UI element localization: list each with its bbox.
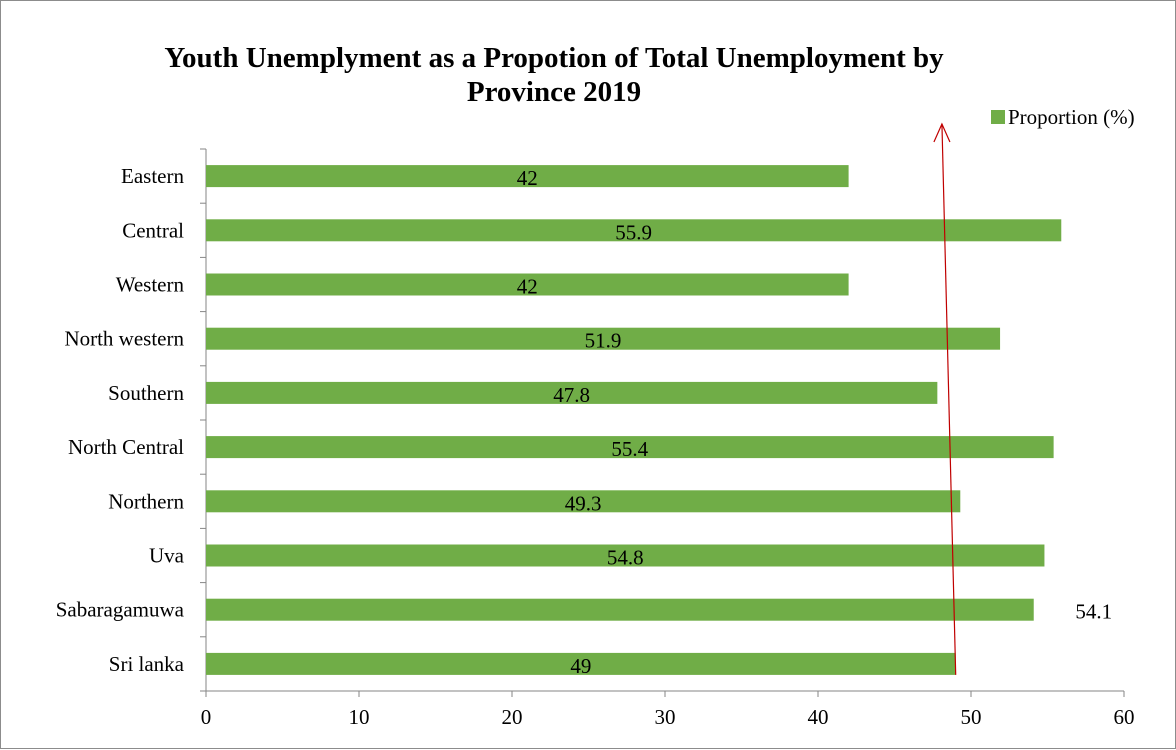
x-tick-label: 40 xyxy=(808,705,829,729)
value-label: 42 xyxy=(517,275,538,299)
value-label: 51.9 xyxy=(585,329,622,353)
legend: Proportion (%) xyxy=(991,104,1135,130)
bar xyxy=(206,219,1062,242)
value-label: 42 xyxy=(517,166,538,190)
bar xyxy=(206,490,961,513)
value-label: 54.1 xyxy=(1075,600,1112,624)
legend-swatch xyxy=(991,110,1005,124)
x-tick-label: 20 xyxy=(502,705,523,729)
bar xyxy=(206,165,849,188)
bar xyxy=(206,273,849,296)
bar xyxy=(206,327,1001,350)
x-tick-label: 0 xyxy=(201,705,212,729)
category-label: Southern xyxy=(108,381,184,405)
legend-label: Proportion (%) xyxy=(1008,104,1135,129)
bar xyxy=(206,544,1045,567)
x-tick-label: 50 xyxy=(961,705,982,729)
category-label: Sri lanka xyxy=(109,652,185,676)
annotation-arrow-head xyxy=(933,122,951,143)
x-tick-label: 10 xyxy=(349,705,370,729)
category-label: Northern xyxy=(108,489,184,513)
category-label: Uva xyxy=(149,544,185,568)
annotation-arrow-line xyxy=(941,123,957,675)
chart-title: Youth Unemplyment as a Propotion of Tota… xyxy=(164,42,944,108)
value-label: 47.8 xyxy=(553,383,590,407)
bar xyxy=(206,598,1034,621)
value-label: 49 xyxy=(570,654,591,678)
value-label: 49.3 xyxy=(565,491,602,515)
bar xyxy=(206,652,956,675)
value-label: 55.9 xyxy=(615,220,652,244)
category-label: Eastern xyxy=(121,164,184,188)
category-label: Central xyxy=(122,218,184,242)
bar xyxy=(206,381,938,404)
bar xyxy=(206,436,1054,459)
value-label: 54.8 xyxy=(607,546,644,570)
category-label: North Central xyxy=(68,435,184,459)
category-label: Western xyxy=(116,273,185,297)
x-tick-label: 30 xyxy=(655,705,676,729)
category-label: North western xyxy=(64,327,184,351)
value-label: 55.4 xyxy=(611,437,648,461)
x-tick-label: 60 xyxy=(1114,705,1135,729)
category-label: Sabaragamuwa xyxy=(56,598,185,622)
